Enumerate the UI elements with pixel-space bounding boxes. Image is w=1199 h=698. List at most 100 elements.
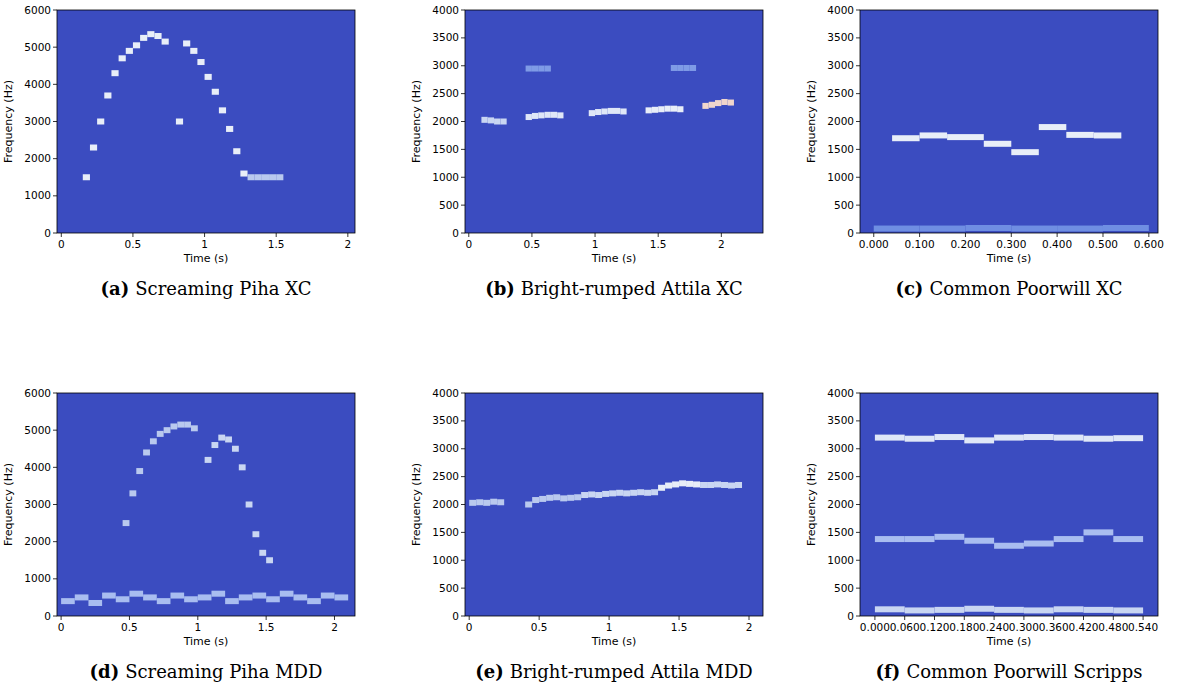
y-tick-label: 2500 [432, 470, 459, 482]
spectral-cell [714, 481, 721, 487]
spectral-cell [97, 119, 104, 125]
spectral-cell [1094, 132, 1122, 138]
y-tick-label: 2500 [827, 470, 854, 482]
x-tick-label: 0.200 [950, 238, 980, 250]
frame [57, 10, 355, 233]
spectral-cell [116, 596, 130, 602]
spectral-cell [75, 594, 89, 600]
y-tick [856, 121, 860, 122]
spectral-cell [211, 591, 225, 597]
spectral-cell [546, 495, 553, 501]
spectral-cell [557, 112, 563, 118]
y-tick-label: 5000 [24, 41, 51, 53]
y-tick [461, 37, 465, 38]
spectral-cell [1084, 607, 1114, 613]
spectral-cell [602, 491, 609, 497]
spectral-cell [497, 499, 504, 505]
y-tick [856, 10, 860, 11]
y-tick-label: 500 [834, 582, 854, 594]
y-tick-label: 1500 [432, 526, 459, 538]
spectral-cell [683, 65, 689, 71]
x-tick [469, 616, 470, 620]
x-tick [1011, 233, 1012, 237]
spectral-cell [947, 134, 984, 140]
spectral-cell [574, 494, 581, 500]
spectral-cell [225, 598, 239, 604]
panel: 00.511.520500100015002000250030003500400… [410, 4, 763, 300]
panel: 0.0000.0600.1200.1800.2400.3000.3600.420… [805, 387, 1158, 683]
caption: (f)Common Poorwill Scripps [876, 661, 1143, 682]
spectral-cell [140, 35, 147, 41]
y-tick [856, 504, 860, 505]
spectral-cell [176, 119, 183, 125]
spectral-cell [162, 39, 169, 45]
spectral-cell [567, 495, 574, 501]
x-tick [276, 233, 277, 237]
spectral-cell [111, 70, 118, 76]
x-tick-label: 2 [344, 238, 351, 250]
x-tick-label: 0.100 [905, 238, 935, 250]
y-axis-title: Frequency (Hz) [410, 80, 423, 163]
spectral-cell [658, 485, 665, 491]
spectral-cell [553, 494, 560, 500]
spectral-cell [964, 606, 994, 612]
x-tick [531, 233, 532, 237]
x-tick-label: 0.060 [890, 621, 920, 633]
spectral-cell [205, 457, 212, 463]
x-tick [347, 233, 348, 237]
spectral-cell [500, 119, 506, 125]
x-tick [197, 616, 198, 620]
spectral-cell [707, 482, 714, 488]
spectral-cell [321, 593, 335, 599]
x-tick-label: 0.540 [1128, 621, 1158, 633]
spectral-cell [874, 226, 920, 232]
y-tick [461, 93, 465, 94]
spectral-cell [1011, 149, 1039, 155]
spectral-cell [637, 489, 644, 495]
spectral-cell [1084, 436, 1114, 442]
spectral-cell [728, 483, 735, 489]
y-tick-label: 2000 [432, 115, 459, 127]
y-tick-label: 500 [439, 199, 459, 211]
spectral-cell [609, 490, 616, 496]
spectral-cell [735, 482, 742, 488]
x-tick-label: 1.5 [268, 238, 285, 250]
spectral-cell [1024, 607, 1054, 613]
x-tick [1057, 233, 1058, 237]
y-tick-label: 4000 [24, 78, 51, 90]
x-tick [1102, 233, 1103, 237]
spectral-cell [255, 174, 262, 180]
spectral-cell [488, 117, 494, 123]
y-tick [856, 65, 860, 66]
x-tick [874, 616, 875, 620]
spectral-cell [620, 108, 626, 114]
spectral-cell [266, 557, 273, 563]
x-tick [1143, 616, 1144, 620]
panel-letter: (c) [895, 278, 923, 299]
spectral-cell [1054, 435, 1084, 441]
x-tick [994, 616, 995, 620]
panel-letter: (e) [475, 661, 504, 682]
x-tick [1148, 233, 1149, 237]
plot-background [860, 10, 1158, 233]
panel-title: Screaming Piha MDD [125, 661, 322, 682]
spectral-cell [1057, 226, 1103, 232]
panel-letter: (a) [101, 278, 130, 299]
x-tick-label: 0.500 [1088, 238, 1118, 250]
panel: 00.511.520500100015002000250030003500400… [410, 387, 763, 683]
spectral-cell [709, 102, 715, 108]
y-tick-label: 2000 [827, 498, 854, 510]
y-tick [461, 588, 465, 589]
spectral-cell [232, 446, 239, 452]
spectral-cell [136, 468, 143, 474]
y-tick-label: 3000 [432, 442, 459, 454]
x-tick [595, 233, 596, 237]
x-tick-label: 0 [58, 238, 65, 250]
spectral-cell [184, 422, 191, 428]
spectral-cell [892, 135, 920, 141]
spectral-cell [334, 594, 348, 600]
spectral-cell [133, 42, 140, 48]
y-tick-label: 3000 [827, 59, 854, 71]
marks [874, 124, 1149, 231]
spectral-cell [614, 108, 620, 114]
